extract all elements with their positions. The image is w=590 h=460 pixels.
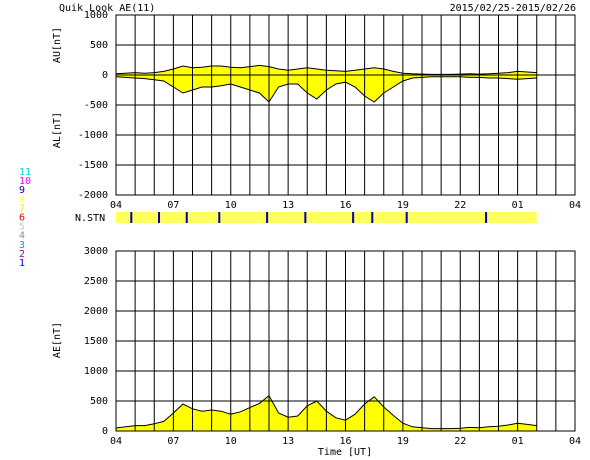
x-tick-label: 13: [282, 200, 294, 211]
n-stn-mark: [405, 212, 408, 223]
station-legend-label: 2: [19, 249, 25, 260]
station-legend-label: 3: [19, 240, 25, 251]
y-tick-label: 1000: [84, 366, 108, 377]
x-tick-label: 04: [110, 436, 122, 447]
y-tick-label: 3000: [84, 246, 108, 257]
y-tick-label: -1000: [78, 130, 108, 141]
n-stn-mark: [371, 212, 374, 223]
n-stn-base: [116, 212, 537, 223]
date-range: 2015/02/25-2015/02/26: [450, 3, 576, 14]
x-tick-label: 16: [339, 200, 351, 211]
n-stn-mark: [185, 212, 188, 223]
series-line: [115, 76, 537, 103]
x-tick-label: 19: [397, 200, 409, 211]
plot-frame: [115, 250, 576, 432]
y-tick-label: -500: [84, 100, 108, 111]
x-tick-label: 04: [569, 436, 581, 447]
station-legend-label: 11: [19, 167, 31, 178]
chart-title: Quik Look AE(11): [59, 3, 155, 14]
series-line: [115, 64, 537, 75]
x-tick-label: 10: [225, 200, 237, 211]
n-stn-mark: [158, 212, 161, 223]
n-stn-mark: [218, 212, 221, 223]
series-line: [115, 394, 537, 430]
n-stn-mark: [352, 212, 355, 223]
x-tick-label: 07: [167, 436, 179, 447]
y-tick-label: 0: [102, 70, 108, 81]
station-legend-label: 4: [19, 231, 25, 242]
y-label-al: AL[nT]: [52, 112, 63, 148]
x-tick-label: 04: [110, 200, 122, 211]
station-legend-label: 10: [19, 176, 31, 187]
n-stn-label: N.STN: [75, 213, 105, 224]
station-legend-label: 9: [19, 185, 25, 196]
y-tick-label: 0: [102, 426, 108, 437]
y-label-au: AU[nT]: [52, 27, 63, 63]
n-stn-mark: [304, 212, 307, 223]
x-tick-label: 01: [512, 200, 524, 211]
y-tick-label: 1000: [84, 10, 108, 21]
x-tick-label: 22: [454, 436, 466, 447]
x-tick-label: 13: [282, 436, 294, 447]
x-tick-label: 01: [512, 436, 524, 447]
y-tick-label: 2000: [84, 306, 108, 317]
station-legend-label: 1: [19, 258, 25, 269]
plot-frame: [115, 14, 576, 196]
x-tick-label: 10: [225, 436, 237, 447]
y-label-ae: AE[nT]: [52, 322, 63, 358]
station-legend-label: 7: [19, 203, 25, 214]
x-tick-label: 19: [397, 436, 409, 447]
station-legend-label: 6: [19, 213, 25, 224]
y-tick-label: 500: [90, 396, 108, 407]
n-stn-mark: [485, 212, 488, 223]
y-tick-label: -1500: [78, 160, 108, 171]
n-stn-mark: [266, 212, 269, 223]
y-tick-label: 500: [90, 40, 108, 51]
x-tick-label: 04: [569, 200, 581, 211]
station-legend-label: 5: [19, 222, 25, 233]
n-stn-mark: [130, 212, 133, 223]
y-tick-label: -2000: [78, 190, 108, 201]
station-legend-label: 8: [19, 194, 25, 205]
x-tick-label: 07: [167, 200, 179, 211]
x-axis-label: Time [UT]: [318, 447, 372, 458]
x-tick-label: 16: [339, 436, 351, 447]
y-tick-label: 2500: [84, 276, 108, 287]
x-tick-label: 22: [454, 200, 466, 211]
y-tick-label: 1500: [84, 336, 108, 347]
